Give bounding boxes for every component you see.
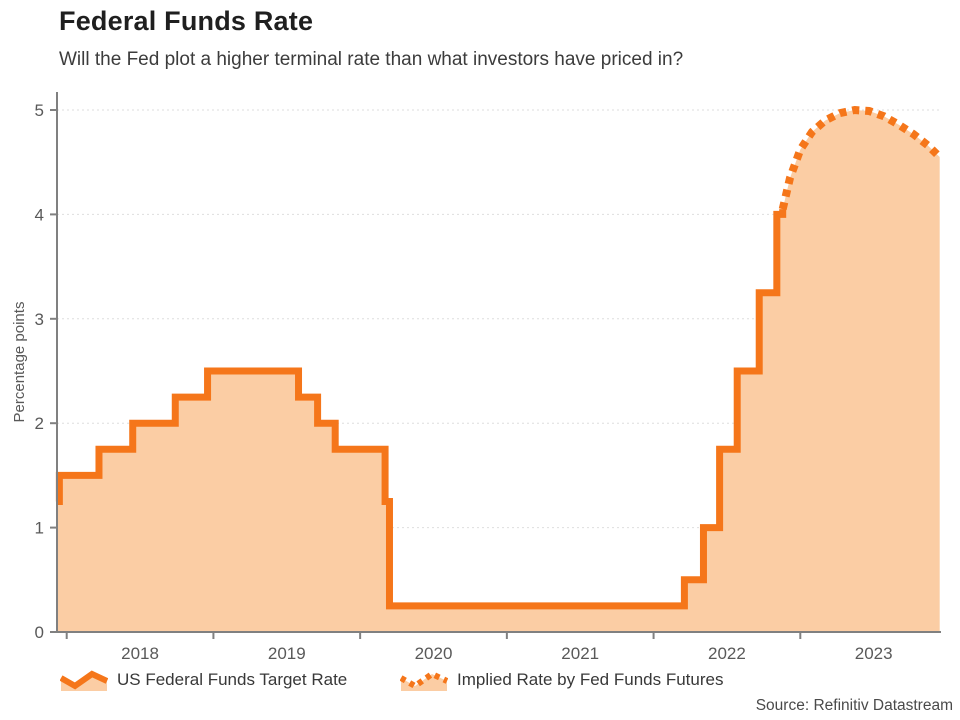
legend-item-implied-rate: Implied Rate by Fed Funds Futures xyxy=(400,666,723,694)
x-tick-label-2020: 2020 xyxy=(415,644,453,663)
legend-item-target-rate: US Federal Funds Target Rate xyxy=(60,666,347,694)
x-tick-label-2018: 2018 xyxy=(121,644,159,663)
y-tick-label-1: 1 xyxy=(35,519,44,538)
dotted-area-legend-icon xyxy=(400,670,448,691)
x-tick-label-2023: 2023 xyxy=(855,644,893,663)
y-tick-label-0: 0 xyxy=(35,623,44,642)
legend-label-target-rate: US Federal Funds Target Rate xyxy=(117,670,348,689)
y-tick-label-4: 4 xyxy=(35,205,44,224)
chart-subtitle: Will the Fed plot a higher terminal rate… xyxy=(59,49,684,70)
x-tick-label-2019: 2019 xyxy=(268,644,306,663)
y-tick-label-3: 3 xyxy=(35,310,44,329)
source-credit: Source: Refinitiv Datastream xyxy=(755,697,953,714)
area-fill xyxy=(57,110,940,632)
x-tick-label-2022: 2022 xyxy=(708,644,746,663)
implied-rate-line xyxy=(778,106,943,211)
x-tick-label-2021: 2021 xyxy=(561,644,599,663)
target-rate-line xyxy=(55,209,787,610)
legend-label-implied-rate: Implied Rate by Fed Funds Futures xyxy=(457,670,724,689)
page-title: Federal Funds Rate xyxy=(59,6,314,36)
solid-area-legend-icon xyxy=(60,670,108,691)
y-tick-label-5: 5 xyxy=(35,101,44,120)
y-tick-label-2: 2 xyxy=(35,414,44,433)
